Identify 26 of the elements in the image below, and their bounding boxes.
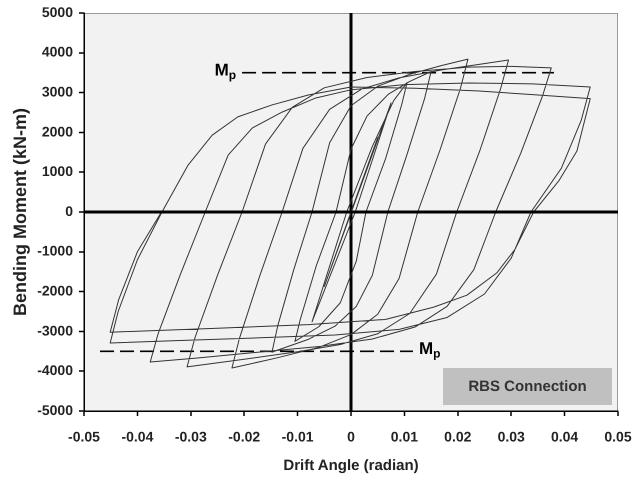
x-tick-label: -0.04 [121,428,154,444]
y-tick-label: 0 [65,202,74,219]
y-tick-label: -4000 [37,362,74,378]
y-axis-title: Bending Moment (kN-m) [10,108,30,316]
x-tick-label: 0 [347,428,356,444]
x-tick-label: -0.05 [68,428,100,444]
y-tick-label: -3000 [37,322,74,338]
x-tick-label: 0.01 [390,428,418,444]
y-tick-label: 1000 [42,163,74,180]
annotation: RBS Connection [468,378,587,395]
y-tick-label: -2000 [37,282,74,298]
x-axis-title: Drift Angle (radian) [283,457,419,474]
x-tick-label: 0.05 [604,428,632,444]
x-tick-label: -0.01 [282,428,314,444]
x-tick-label: -0.03 [174,428,207,444]
y-tick-label: 3000 [42,83,74,100]
y-tick-label: 5000 [42,4,74,20]
x-tick-label: 0.04 [550,428,578,444]
y-tick-label: -1000 [37,242,74,259]
y-tick-label: 4000 [42,44,74,60]
y-tick-label: 2000 [42,123,74,140]
x-tick-label: 0.03 [498,428,526,444]
x-tick-label: -0.02 [228,428,260,444]
x-tick-label: 0.02 [444,428,472,444]
y-tick-label: -5000 [37,402,74,418]
caption-box: RBS Connection [443,368,612,405]
